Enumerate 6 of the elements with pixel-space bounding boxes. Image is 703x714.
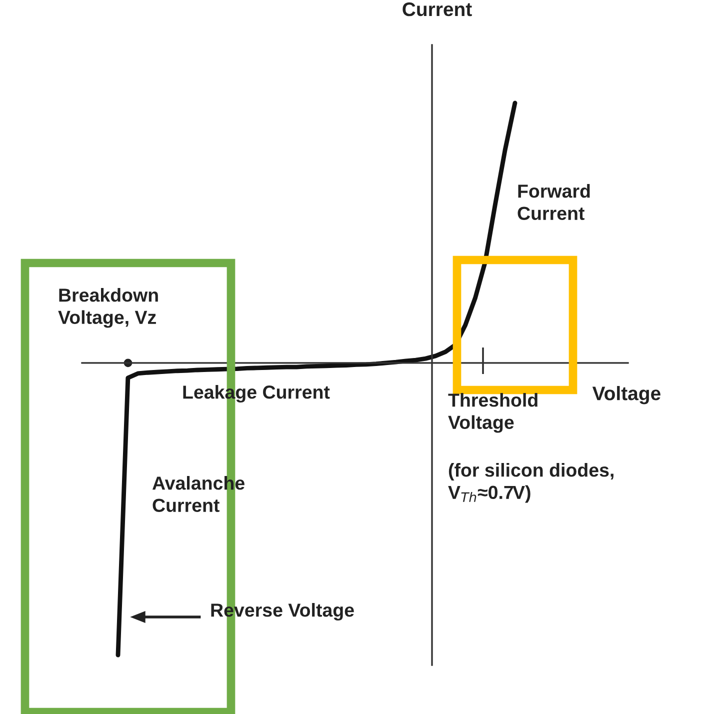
- annotation: Breakdown Voltage, Vz: [58, 288, 158, 328]
- annotation: (for silicon diodes, V$_{Th}$≈0.7V): [448, 463, 614, 503]
- y-axis-title: Current: [402, 2, 472, 16]
- annotation: Forward Current: [518, 184, 590, 220]
- annotation: Threshold Voltage: [448, 393, 538, 433]
- x-axis-title: Voltage: [592, 386, 660, 404]
